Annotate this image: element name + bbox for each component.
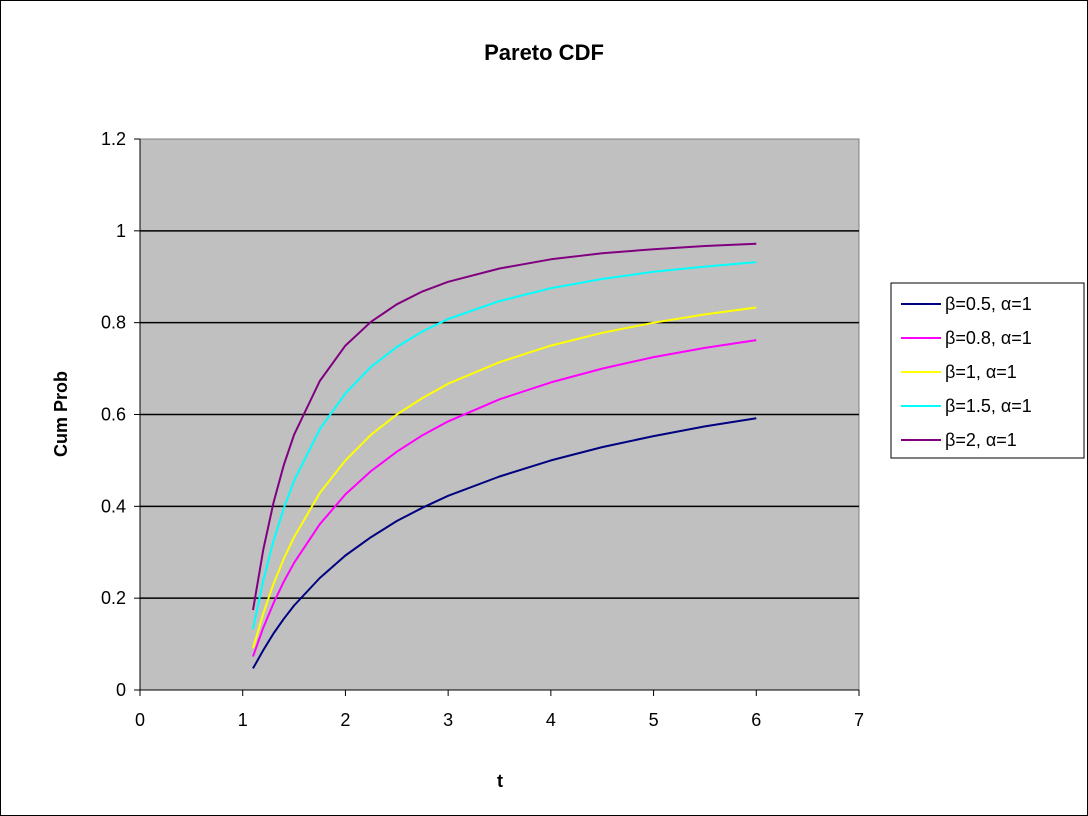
legend-label-1: β=0.8, α=1 — [945, 328, 1032, 348]
x-axis-title: t — [497, 771, 503, 791]
y-tick-label-0: 0 — [116, 680, 126, 700]
series-line-4 — [252, 242, 757, 611]
legend-label-2: β=1, α=1 — [945, 362, 1017, 382]
x-tick-label-5: 5 — [649, 710, 659, 730]
y-tick-label-3: 0.6 — [101, 405, 126, 425]
legend: β=0.5, α=1 β=0.8, α=1 β=1, α=1 β=1.5, α=1 β=… — [890, 282, 1085, 459]
series-line-2 — [252, 306, 757, 649]
x-tick-label-4: 4 — [546, 710, 556, 730]
x-tick-label-7: 7 — [854, 710, 864, 730]
x-tick-label-3: 3 — [443, 710, 453, 730]
y-tick-label-4: 0.8 — [101, 313, 126, 333]
x-tick-label-6: 6 — [751, 710, 761, 730]
x-tick-label-1: 1 — [238, 710, 248, 730]
series-line-0 — [252, 417, 757, 669]
legend-label-4: β=2, α=1 — [945, 430, 1017, 450]
chart-title: Pareto CDF — [484, 40, 604, 65]
y-axis-title: Cum Prob — [51, 371, 71, 457]
legend-label-3: β=1.5, α=1 — [945, 396, 1032, 416]
series-line-1 — [252, 339, 757, 657]
series-line-3 — [252, 261, 757, 630]
x-tick-label-2: 2 — [340, 710, 350, 730]
series-lines — [252, 242, 757, 669]
y-axis-ticks: 0 0.2 0.4 0.6 0.8 1 1.2 — [101, 129, 140, 700]
x-axis-ticks: 0 1 2 3 4 5 6 7 — [135, 690, 864, 730]
y-tick-label-1: 0.2 — [101, 588, 126, 608]
x-tick-label-0: 0 — [135, 710, 145, 730]
y-tick-label-5: 1 — [116, 221, 126, 241]
y-tick-label-6: 1.2 — [101, 129, 126, 149]
legend-label-0: β=0.5, α=1 — [945, 294, 1032, 314]
y-tick-label-2: 0.4 — [101, 496, 126, 516]
legend-box — [890, 282, 1085, 459]
